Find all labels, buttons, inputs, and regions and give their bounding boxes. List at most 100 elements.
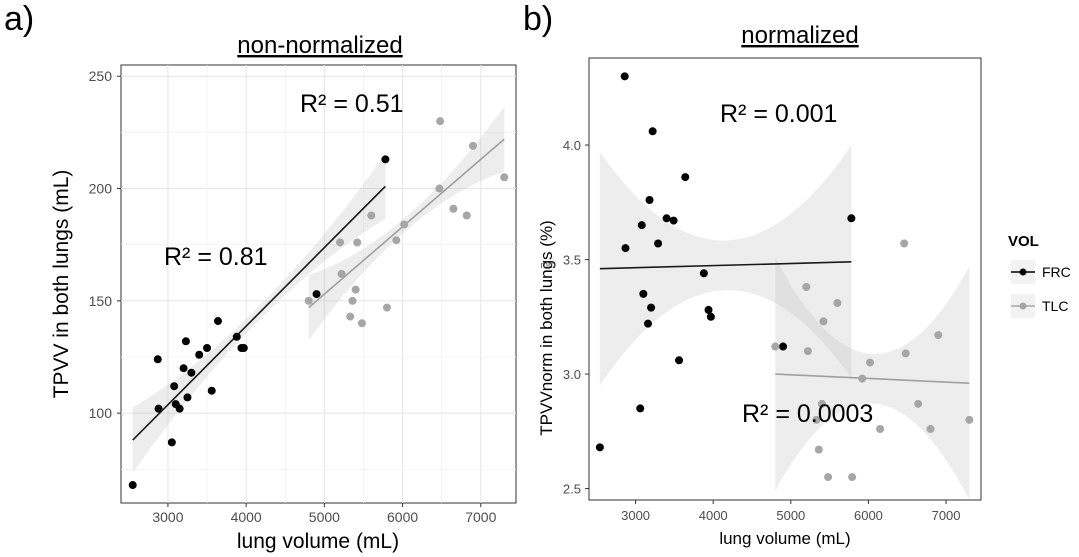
legend-label-frc: FRC: [1042, 264, 1071, 280]
data-point-tlc: [876, 425, 885, 434]
panel-b-fit-lines: [599, 261, 970, 385]
data-point-tlc: [934, 331, 943, 340]
panel-b-label: b): [523, 0, 553, 38]
panel-a-grid: [121, 65, 516, 503]
data-point-tlc: [858, 374, 867, 383]
x-tick-label: 6000: [387, 509, 418, 525]
panel-b-y-ticks: 2.5 3.0 3.5 4.0: [563, 138, 589, 497]
data-point-tlc: [353, 238, 362, 247]
y-tick-label: 100: [89, 405, 113, 421]
data-point-frc: [154, 404, 163, 413]
data-point-tlc: [500, 173, 509, 182]
panel-b-y-axis-subscript: mm: [541, 260, 556, 270]
panel-b-x-axis-title: lung volume (mL): [719, 529, 850, 548]
panel-b-points: [595, 72, 974, 482]
data-point-tlc: [351, 285, 360, 294]
r2-label-frc: R² = 0.001: [720, 100, 837, 128]
data-point-tlc: [337, 269, 346, 278]
panel-a-label: a): [4, 0, 34, 38]
data-point-frc: [181, 337, 190, 346]
y-tick-label: 3.0: [563, 367, 581, 382]
data-point-frc: [675, 356, 684, 365]
data-point-tlc: [803, 347, 812, 356]
legend-title: VOL: [1008, 233, 1039, 250]
data-point-frc: [706, 312, 715, 321]
x-tick-label: 3000: [621, 508, 650, 523]
data-point-tlc: [435, 184, 444, 193]
data-point-tlc: [367, 211, 376, 220]
data-point-frc: [662, 214, 671, 223]
data-point-tlc: [357, 319, 366, 328]
data-point-tlc: [771, 342, 780, 351]
data-point-frc: [595, 443, 604, 452]
data-point-tlc: [965, 415, 974, 424]
data-point-tlc: [824, 473, 833, 482]
fit-line-frc: [132, 185, 386, 441]
panel-a-points: [128, 117, 509, 490]
panel-a-title: non-normalized: [237, 32, 402, 59]
data-point-tlc: [802, 283, 811, 292]
data-point-frc: [195, 350, 204, 359]
x-tick-label: 4000: [231, 509, 262, 525]
x-tick-label: 7000: [465, 509, 496, 525]
y-tick-label: 250: [89, 68, 113, 84]
x-tick-label: 7000: [932, 508, 961, 523]
panel-a-x-axis-title: lung volume (mL): [237, 530, 399, 553]
data-point-frc: [153, 355, 162, 364]
panel-b-y-axis-title: TPVVnorm in both lungs (%): [537, 220, 556, 435]
legend-key-point: [1019, 302, 1027, 310]
data-point-tlc: [833, 299, 842, 308]
data-point-frc: [681, 173, 690, 182]
data-point-tlc: [468, 141, 477, 150]
data-point-frc: [847, 214, 856, 223]
data-point-frc: [179, 364, 188, 373]
data-point-frc: [704, 305, 713, 314]
data-point-tlc: [436, 117, 445, 126]
data-point-frc: [647, 303, 656, 312]
data-point-frc: [779, 342, 788, 351]
data-point-frc: [183, 393, 192, 402]
legend-key-point: [1019, 268, 1027, 276]
r2-label-tlc: R² = 0.0003: [742, 400, 873, 428]
data-point-tlc: [336, 238, 345, 247]
data-point-tlc: [926, 425, 935, 434]
y-tick-label: 4.0: [563, 138, 581, 153]
panel-a-y-ticks: 100 150 200 250: [89, 68, 121, 421]
panel-b-r2-labels: R² = 0.001 R² = 0.0003: [720, 100, 873, 428]
legend: VOL FRC TLC: [1008, 233, 1071, 318]
y-tick-label: 200: [89, 181, 113, 197]
data-point-frc: [232, 332, 241, 341]
data-point-frc: [203, 344, 212, 353]
data-point-frc: [207, 386, 216, 395]
panel-a-x-ticks: 3000 4000 5000 6000 7000: [152, 503, 497, 525]
data-point-tlc: [848, 473, 857, 482]
data-point-tlc: [304, 296, 313, 305]
data-point-frc: [239, 344, 248, 353]
data-point-frc: [637, 221, 646, 230]
data-point-frc: [621, 244, 630, 253]
data-point-frc: [175, 404, 184, 413]
data-point-frc: [645, 195, 654, 204]
data-point-tlc: [914, 399, 923, 408]
y-tick-label: 2.5: [563, 482, 581, 497]
data-point-tlc: [901, 349, 910, 358]
data-point-tlc: [392, 236, 401, 245]
data-point-tlc: [400, 220, 409, 229]
x-tick-label: 3000: [152, 509, 183, 525]
data-point-frc: [636, 404, 645, 413]
panel-a-r2-labels: R² = 0.81 R² = 0.51: [164, 90, 404, 271]
data-point-tlc: [449, 204, 458, 213]
data-point-tlc: [812, 415, 821, 424]
panel-b-x-ticks: 3000 4000 5000 6000 7000: [621, 500, 961, 523]
data-point-tlc: [819, 317, 828, 326]
data-point-frc: [620, 72, 629, 81]
r2-label-tlc: R² = 0.51: [300, 90, 404, 118]
data-point-frc: [167, 438, 176, 447]
panel-a-y-axis-title: TPVV in both lungs (mL): [50, 170, 73, 399]
r2-label-frc: R² = 0.81: [164, 243, 268, 271]
data-point-frc: [187, 368, 196, 377]
data-point-frc: [648, 127, 657, 136]
legend-label-tlc: TLC: [1042, 298, 1068, 314]
y-tick-label: 3.5: [563, 253, 581, 268]
